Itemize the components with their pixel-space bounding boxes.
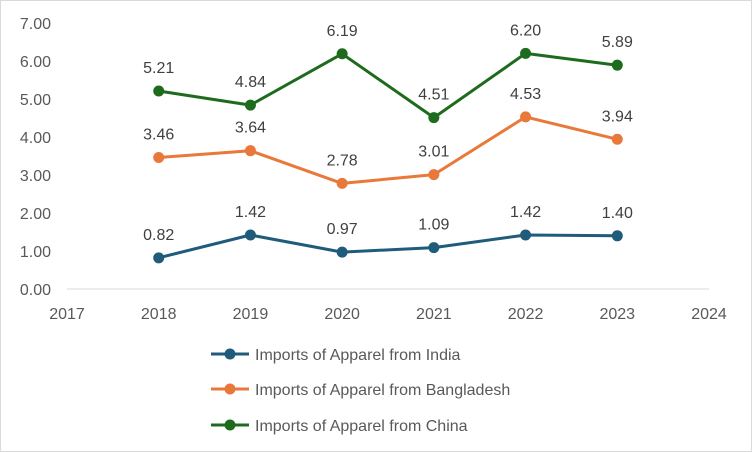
- x-tick-label: 2017: [49, 306, 85, 323]
- data-point: [611, 230, 623, 242]
- y-tick-label: 4.00: [20, 130, 51, 147]
- data-label: 0.82: [143, 227, 174, 244]
- data-point: [520, 111, 532, 123]
- y-tick-label: 2.00: [20, 206, 51, 223]
- data-label: 1.42: [235, 204, 266, 221]
- data-label: 0.97: [327, 221, 358, 238]
- data-label: 5.21: [143, 60, 174, 77]
- legend-marker: [224, 383, 236, 395]
- data-point: [153, 152, 165, 164]
- y-tick-label: 6.00: [20, 54, 51, 71]
- legend-entry: Imports of Apparel from India: [255, 347, 461, 364]
- data-point: [336, 48, 348, 60]
- x-tick-label: 2018: [141, 306, 177, 323]
- x-tick-label: 2020: [324, 306, 360, 323]
- series-line: [157, 233, 619, 260]
- data-point: [428, 112, 440, 124]
- series-group: [153, 47, 623, 264]
- y-tick-label: 0.00: [20, 282, 51, 299]
- data-label: 3.01: [418, 144, 449, 161]
- data-point: [153, 252, 165, 264]
- x-tick-label: 2019: [233, 306, 269, 323]
- x-tick-label: 2024: [691, 306, 727, 323]
- legend-entry: Imports of Apparel from Bangladesh: [255, 382, 510, 399]
- data-point: [336, 246, 348, 258]
- data-label: 3.94: [602, 108, 633, 125]
- x-tick-label: 2021: [416, 306, 452, 323]
- data-label: 5.89: [602, 34, 633, 51]
- data-label: 6.19: [327, 23, 358, 40]
- data-point: [611, 59, 623, 71]
- data-point: [244, 229, 256, 241]
- data-point: [520, 47, 532, 59]
- y-tick-label: 5.00: [20, 92, 51, 109]
- y-tick-label: 1.00: [20, 244, 51, 261]
- data-label: 3.64: [235, 120, 266, 137]
- data-label: 4.84: [235, 74, 266, 91]
- x-tick-label: 2022: [508, 306, 544, 323]
- data-label: 3.46: [143, 127, 174, 144]
- x-tick-label: 2023: [599, 306, 635, 323]
- legend-marker: [224, 419, 236, 431]
- data-point: [611, 133, 623, 145]
- legend-marker: [224, 348, 236, 360]
- data-label: 4.51: [418, 87, 449, 104]
- data-label: 1.42: [510, 204, 541, 221]
- x-axis-ticks: 2017 2018 2019 2020 2021 2022 2023 2024: [49, 306, 727, 323]
- data-label: 2.78: [327, 152, 358, 169]
- data-point: [153, 85, 165, 97]
- y-tick-label: 7.00: [20, 16, 51, 33]
- data-point: [520, 229, 532, 241]
- legend-entry: Imports of Apparel from China: [255, 418, 468, 435]
- data-label: 6.20: [510, 22, 541, 39]
- data-point: [244, 99, 256, 111]
- data-labels: 0.82 1.42 0.97 1.09 1.42 1.40 3.46 3.64 2.78 3.01…: [143, 22, 633, 243]
- y-tick-label: 3.00: [20, 168, 51, 185]
- data-label: 4.53: [510, 86, 541, 103]
- data-label: 1.09: [418, 217, 449, 234]
- data-point: [336, 177, 348, 189]
- series-line: [157, 51, 619, 120]
- legend: Imports of Apparel from India Imports of …: [211, 347, 510, 435]
- y-axis-ticks: 0.00 1.00 2.00 3.00 4.00 5.00 6.00 7.00: [20, 16, 51, 299]
- data-label: 1.40: [602, 205, 633, 222]
- data-point: [244, 145, 256, 157]
- series-line: [157, 115, 619, 185]
- data-point: [428, 242, 440, 254]
- data-point: [428, 169, 440, 181]
